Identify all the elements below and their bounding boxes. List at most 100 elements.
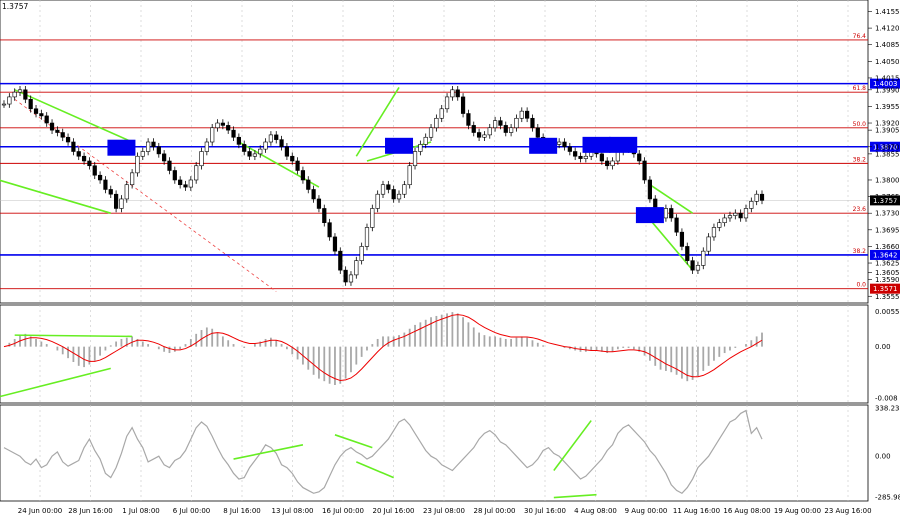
signal-marker xyxy=(385,137,414,154)
x-tick-label: 4 Aug 08:00 xyxy=(574,507,617,515)
candle-body xyxy=(306,179,311,190)
candle-body xyxy=(242,144,247,152)
candle-body xyxy=(439,108,444,119)
candle-body xyxy=(471,125,476,133)
candle-body xyxy=(733,212,738,216)
candle-body xyxy=(391,189,396,200)
y-tick-label: 1.3625 xyxy=(875,260,900,268)
candle-body xyxy=(573,151,578,157)
candle-body xyxy=(76,151,81,157)
axis-labels: 24 Jun 00:00 28 Jun 16:00 1 Jul 08:00 6 Jul… xyxy=(18,8,900,515)
trend-line xyxy=(14,89,133,143)
candle-body xyxy=(610,160,615,167)
candle-body xyxy=(370,208,375,228)
candle-body xyxy=(605,160,610,167)
candle-body xyxy=(380,184,386,195)
candle-body xyxy=(514,117,519,129)
cci-trend-line xyxy=(553,493,597,499)
candle-body xyxy=(119,198,124,209)
candle-body xyxy=(60,132,65,138)
candle-body xyxy=(749,201,754,209)
candle-body xyxy=(567,146,572,152)
candle-body xyxy=(738,212,743,219)
candle-body xyxy=(231,129,236,138)
candle-body xyxy=(669,208,674,219)
candle-body xyxy=(492,120,498,129)
low-tag xyxy=(870,283,900,294)
x-tick-label: 19 Aug 00:00 xyxy=(774,507,821,515)
x-tick-label: 30 Jul 16:00 xyxy=(524,507,566,515)
candle-body xyxy=(49,122,55,131)
candle-body xyxy=(140,151,145,157)
candle-body xyxy=(503,125,508,133)
y-tick-label: 1.3555 xyxy=(875,293,900,301)
candle-body xyxy=(530,117,535,129)
low-tag-text: 1.3571 xyxy=(873,285,898,293)
candle-body xyxy=(17,89,23,93)
cci-y-label: 0.00 xyxy=(875,453,891,461)
y-tick-label: 1.3730 xyxy=(875,210,900,218)
candle-body xyxy=(92,165,97,176)
cci-trend-line xyxy=(334,434,373,449)
macd-trend-line xyxy=(0,367,111,398)
candle-body xyxy=(402,184,407,195)
x-tick-label: 28 Jul 00:00 xyxy=(474,507,516,515)
x-tick-label: 24 Jun 00:00 xyxy=(18,507,62,515)
level-tag-text: 1.4003 xyxy=(873,80,898,88)
candle-body xyxy=(39,113,44,117)
x-tick-label: 13 Jul 08:00 xyxy=(272,507,314,515)
candle-body xyxy=(498,120,503,126)
candle-body xyxy=(178,179,183,186)
candle-body xyxy=(674,217,679,233)
y-tick-label: 1.3765 xyxy=(875,193,900,201)
y-tick-label: 1.4085 xyxy=(875,41,900,49)
trend-line xyxy=(238,141,320,188)
fib-label: 76.4 xyxy=(853,33,867,40)
candle-body xyxy=(44,115,49,124)
level-tag xyxy=(870,141,900,152)
candle-body xyxy=(711,227,717,238)
candle-body xyxy=(55,129,60,133)
horizontal-levels: 1.4003 1.3870 1.3642 1.3757 1.3571 xyxy=(0,78,900,294)
fib-label: 50.0 xyxy=(853,121,867,128)
candle-body xyxy=(743,208,749,219)
level-tag-text: 1.3870 xyxy=(873,143,898,151)
candle-body xyxy=(525,110,530,119)
candle-body xyxy=(434,117,439,129)
candle-body xyxy=(172,170,177,181)
fib-label: 0.0 xyxy=(856,282,866,289)
macd-y-label: 0.00551 xyxy=(875,308,900,316)
signal-marker xyxy=(529,137,558,154)
symbol-price: 1.3757 xyxy=(2,2,28,11)
candle-body xyxy=(412,151,418,167)
candle-body xyxy=(428,127,434,138)
candle-body xyxy=(343,269,348,283)
candle-body xyxy=(87,160,92,167)
candle-body xyxy=(482,134,487,138)
y-tick-label: 1.4155 xyxy=(875,8,900,16)
x-tick-label: 1 Jul 08:00 xyxy=(122,507,160,515)
signal-markers xyxy=(107,136,664,224)
fib-label: 38.2 xyxy=(853,156,867,163)
candle-body xyxy=(509,127,514,133)
macd-pane xyxy=(0,304,869,404)
x-tick-label: 9 Aug 00:00 xyxy=(625,507,668,515)
candle-body xyxy=(717,222,722,228)
candle-body xyxy=(354,260,359,276)
candle-body xyxy=(311,189,316,200)
candle-body xyxy=(701,250,706,266)
y-tick-label: 1.3800 xyxy=(875,176,900,184)
candle-body xyxy=(103,179,108,190)
candle-body xyxy=(130,172,135,186)
candle-body xyxy=(647,179,653,200)
candle-body xyxy=(519,110,524,119)
fib-label: 61.8 xyxy=(853,85,867,92)
level-tag xyxy=(870,78,900,89)
y-tick-label: 1.3695 xyxy=(875,226,900,234)
candle-body xyxy=(487,127,492,136)
candle-body xyxy=(316,198,322,209)
candle-body xyxy=(156,146,161,155)
candle-body xyxy=(423,136,428,145)
cci-line xyxy=(3,409,763,495)
